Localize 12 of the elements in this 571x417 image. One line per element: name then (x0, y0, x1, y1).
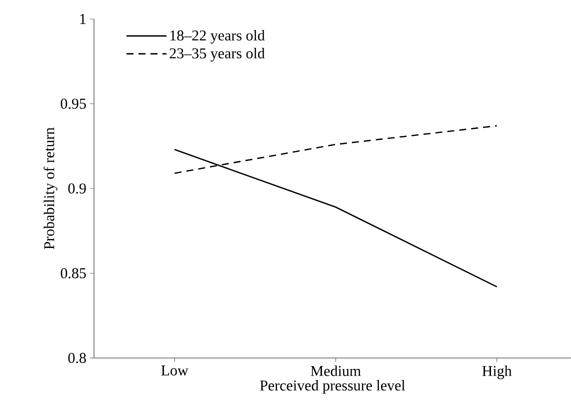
x-tick-label: High (482, 366, 512, 380)
x-tick-label: Low (161, 366, 188, 376)
legend-label: 18–22 years old (170, 30, 265, 44)
y-tick-label: 0.8 (68, 352, 86, 364)
legend-label: 23–35 years old (170, 48, 265, 62)
y-axis-title: Probability of return (44, 127, 58, 250)
y-tick-label: 0.9 (68, 183, 86, 194)
y-tick-label: 0.95 (60, 98, 86, 109)
x-tick-label: Medium (310, 366, 361, 376)
y-tick-label: 0.85 (60, 268, 86, 278)
y-tick-label: 1 (80, 14, 86, 24)
x-axis-title: Perceived pressure level (260, 380, 406, 394)
